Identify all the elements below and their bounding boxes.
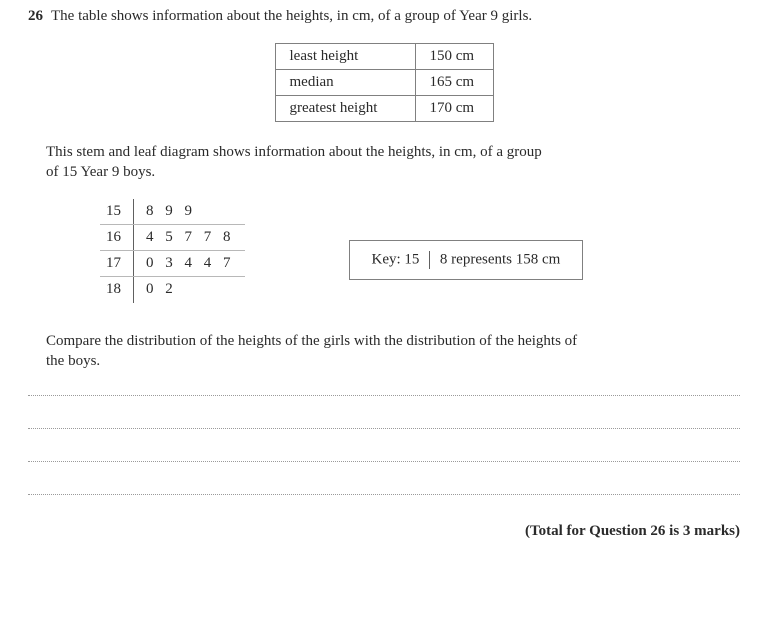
stemleaf-diagram: 15 8 9 9 16 4 5 7 7 8 17 0 3 4 4 7 18 0 … <box>100 199 245 303</box>
text-line: Compare the distribution of the heights … <box>46 333 577 349</box>
answer-line <box>28 494 740 495</box>
stem-cell: 15 <box>100 199 134 225</box>
answer-line <box>28 395 740 396</box>
table-row: 18 0 2 <box>100 277 245 303</box>
table-row: least height 150 cm <box>275 44 493 70</box>
question-header: 26 The table shows information about the… <box>28 8 740 25</box>
text-line: the boys. <box>46 353 100 369</box>
key-separator-icon <box>429 251 430 269</box>
compare-prompt: Compare the distribution of the heights … <box>46 331 740 372</box>
table-row: median 165 cm <box>275 70 493 96</box>
leaf-cell: 4 5 7 7 8 <box>134 225 245 251</box>
key-prefix: Key: 15 <box>372 251 420 267</box>
leaf-cell: 0 3 4 4 7 <box>134 251 245 277</box>
info-table: least height 150 cm median 165 cm greate… <box>275 43 494 122</box>
leaf-cell: 0 2 <box>134 277 245 303</box>
stem-cell: 17 <box>100 251 134 277</box>
stemleaf-intro: This stem and leaf diagram shows informa… <box>46 142 740 183</box>
info-value: 165 cm <box>415 70 493 96</box>
info-label: greatest height <box>275 96 415 122</box>
question-number: 26 <box>28 8 43 25</box>
exam-question-page: 26 The table shows information about the… <box>0 0 768 628</box>
stemleaf-row: 15 8 9 9 16 4 5 7 7 8 17 0 3 4 4 7 18 0 … <box>100 199 740 303</box>
table-row: greatest height 170 cm <box>275 96 493 122</box>
info-value: 150 cm <box>415 44 493 70</box>
stem-cell: 16 <box>100 225 134 251</box>
info-label: least height <box>275 44 415 70</box>
info-value: 170 cm <box>415 96 493 122</box>
answer-line <box>28 461 740 462</box>
answer-lines <box>28 395 740 495</box>
table-row: 16 4 5 7 7 8 <box>100 225 245 251</box>
table-row: 17 0 3 4 4 7 <box>100 251 245 277</box>
info-table-container: least height 150 cm median 165 cm greate… <box>28 43 740 122</box>
answer-line <box>28 428 740 429</box>
key-suffix: 8 represents 158 cm <box>440 251 560 267</box>
stem-cell: 18 <box>100 277 134 303</box>
question-intro: The table shows information about the he… <box>51 8 532 25</box>
text-line: of 15 Year 9 boys. <box>46 164 155 180</box>
info-label: median <box>275 70 415 96</box>
stemleaf-key: Key: 15 8 represents 158 cm <box>349 240 584 280</box>
marks-total: (Total for Question 26 is 3 marks) <box>28 523 740 540</box>
table-row: 15 8 9 9 <box>100 199 245 225</box>
text-line: This stem and leaf diagram shows informa… <box>46 144 542 160</box>
leaf-cell: 8 9 9 <box>134 199 245 225</box>
